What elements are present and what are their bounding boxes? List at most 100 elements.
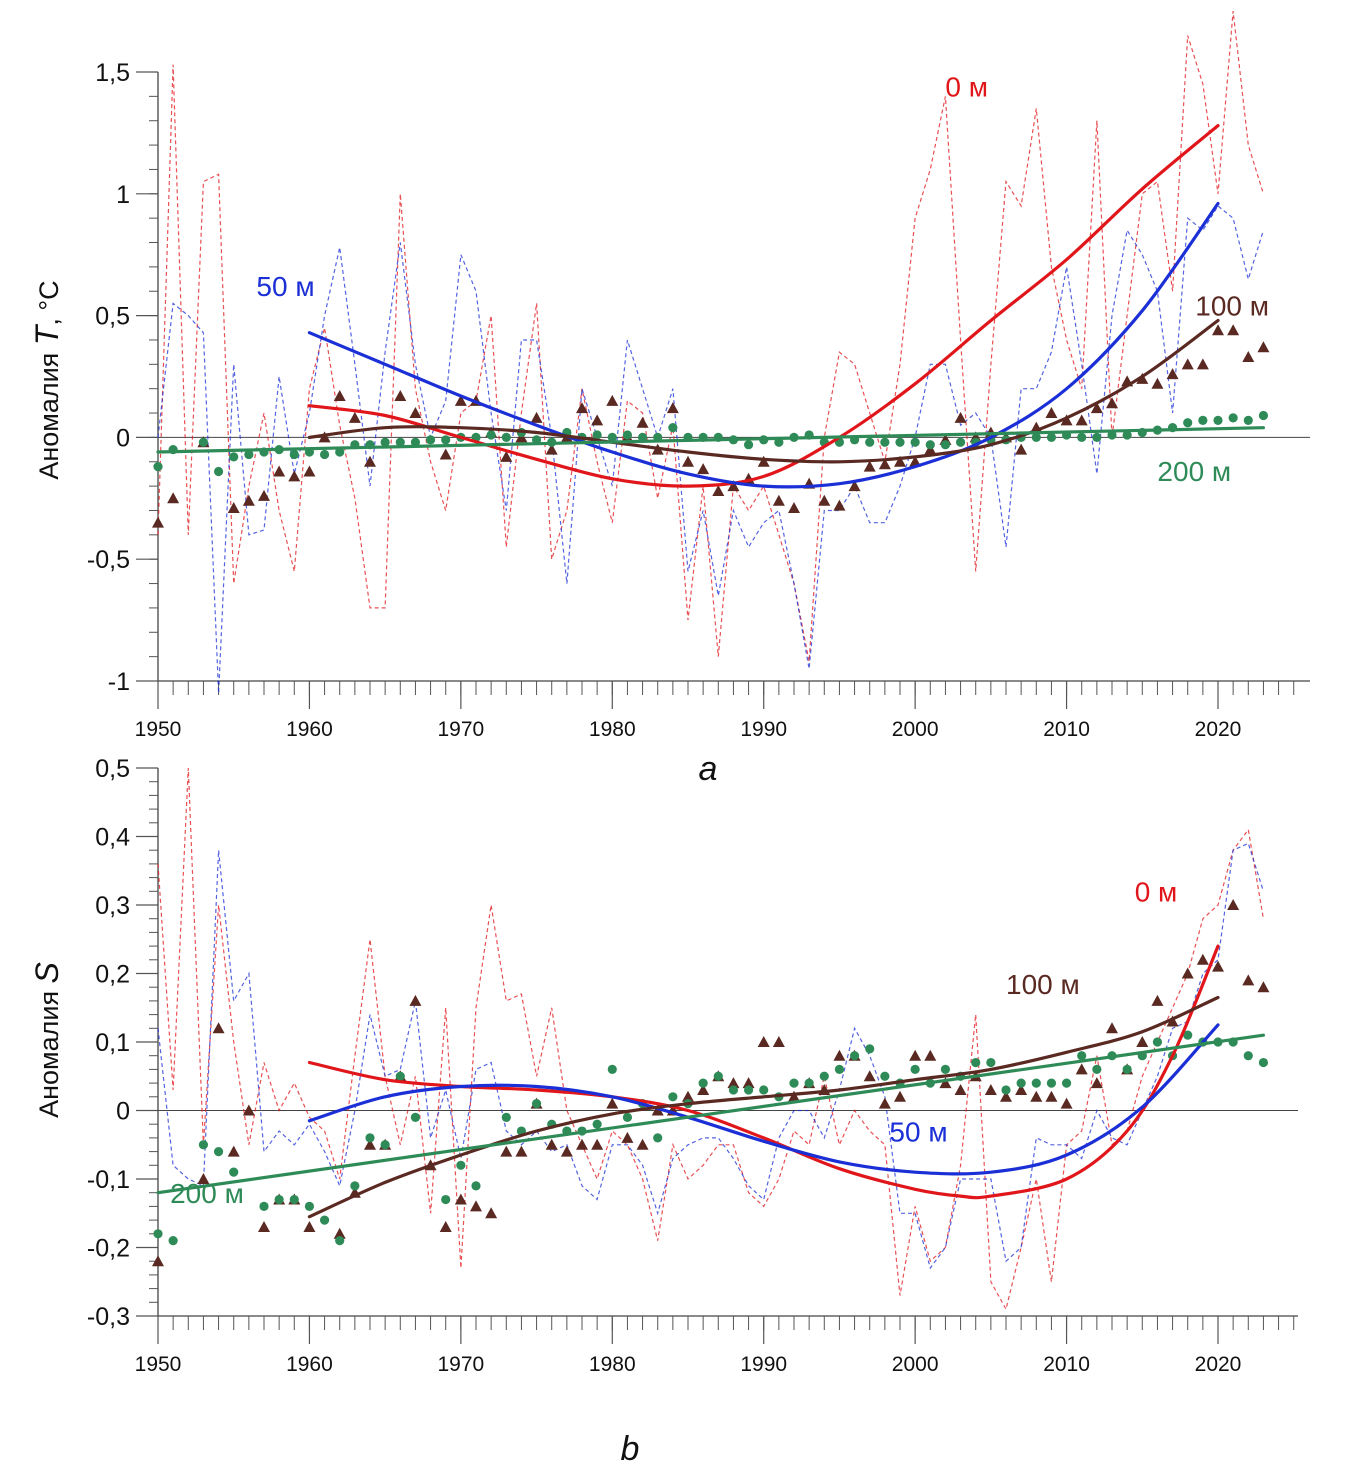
data-point-triangle xyxy=(152,516,164,528)
series-annotation-label: 100 м xyxy=(1195,291,1269,322)
data-point-triangle xyxy=(1090,1077,1103,1089)
data-point-dot xyxy=(865,1044,875,1054)
data-point-triangle xyxy=(1015,1083,1028,1095)
series-50m xyxy=(157,205,1264,694)
series-annotation-label: 0 м xyxy=(945,71,988,102)
data-point-dot xyxy=(668,423,678,433)
series-annotation-label: 200 м xyxy=(1157,456,1231,487)
data-point-triangle xyxy=(1151,377,1164,389)
data-point-dot xyxy=(1061,1078,1072,1088)
trend-curve-50m xyxy=(307,1023,1220,1176)
series-line-50m xyxy=(157,842,1264,1270)
data-point-dot xyxy=(955,437,966,447)
data-point-dot xyxy=(1243,1051,1253,1061)
y-tick-label: 0 xyxy=(116,1098,130,1126)
y-tick-label: 0,5 xyxy=(95,755,130,783)
data-point-triangle xyxy=(1257,981,1270,993)
data-point-dot xyxy=(592,430,602,440)
y-axis-label-variable: S xyxy=(29,962,65,983)
data-point-triangle xyxy=(1106,397,1118,409)
data-point-triangle xyxy=(788,502,800,514)
y-tick-label: 0,2 xyxy=(95,961,130,989)
data-point-triangle xyxy=(712,484,725,496)
panel-a-temperature-chart: -1 -0,5 0 0,5 1 1,5 1950 1960 1970 1980 1990 2000 20… xyxy=(29,11,1310,788)
data-point-dot xyxy=(1258,1057,1269,1068)
data-point-dot xyxy=(425,435,436,445)
x-tick-label: 1960 xyxy=(286,718,333,741)
series-0m xyxy=(157,11,1264,662)
data-point-triangle xyxy=(576,1138,588,1150)
data-point-dot xyxy=(274,1194,284,1205)
data-point-triangle xyxy=(1212,324,1224,336)
data-point-triangle xyxy=(924,1049,937,1061)
data-point-triangle xyxy=(1090,402,1103,414)
data-point-triangle xyxy=(1000,1090,1012,1102)
data-point-triangle xyxy=(848,480,861,492)
data-point-triangle xyxy=(591,1138,604,1150)
data-point-dot xyxy=(1077,1051,1087,1061)
data-point-triangle xyxy=(1227,899,1240,910)
data-point-triangle xyxy=(500,1145,513,1157)
data-point-dot xyxy=(365,1133,375,1143)
data-point-triangle xyxy=(515,1145,528,1157)
series-0m xyxy=(157,767,1264,1311)
y-tick-label: 0,3 xyxy=(95,892,130,920)
data-point-triangle xyxy=(1075,414,1088,426)
data-point-triangle xyxy=(772,1036,785,1047)
trend-curve-100m xyxy=(307,995,1220,1219)
x-tick-label: 2000 xyxy=(892,1353,939,1376)
data-point-triangle xyxy=(167,492,180,504)
data-point-triangle xyxy=(863,1070,876,1082)
data-point-dot xyxy=(380,1140,390,1150)
y-tick-label: 0 xyxy=(116,424,130,452)
y-tick-label: -0,5 xyxy=(87,546,130,574)
y-axis-label: Аномалия S xyxy=(29,962,65,1118)
data-point-dot xyxy=(1046,1078,1057,1088)
data-point-triangle xyxy=(303,465,316,477)
data-point-dot xyxy=(153,1229,163,1239)
data-point-dot xyxy=(153,462,163,472)
data-point-triangle xyxy=(606,1097,619,1109)
panel-b-salinity-chart: -0,3 -0,2 -0,1 0 0,1 0,2 0,3 0,4 0,5 1950 1960 1970… xyxy=(29,755,1298,1468)
data-point-dot xyxy=(880,1071,890,1081)
panel-letter: a xyxy=(699,750,718,788)
data-point-dot xyxy=(1092,1064,1102,1074)
trend-curve-0m xyxy=(307,944,1220,1200)
data-point-dot xyxy=(456,1160,466,1170)
data-point-dot xyxy=(592,1119,602,1129)
data-point-triangle xyxy=(364,455,376,467)
data-point-triangle xyxy=(485,1207,498,1219)
data-point-triangle xyxy=(606,394,619,406)
data-point-dot xyxy=(940,1064,951,1074)
data-point-dot xyxy=(501,1112,511,1122)
data-point-triangle xyxy=(1181,358,1194,370)
data-point-dot xyxy=(971,1057,981,1068)
data-point-triangle xyxy=(273,465,286,477)
data-point-dot xyxy=(1001,1085,1011,1095)
data-point-triangle xyxy=(560,1145,573,1157)
data-point-dot xyxy=(698,1078,708,1088)
data-point-dot xyxy=(395,1071,405,1081)
data-point-dot xyxy=(834,1064,845,1074)
data-point-dot xyxy=(849,1051,860,1061)
data-point-dot xyxy=(1016,1078,1026,1088)
data-point-dot xyxy=(441,1194,451,1205)
data-point-triangle xyxy=(227,502,240,514)
data-point-triangle xyxy=(318,431,331,443)
y-tick-label: 0,4 xyxy=(95,824,130,852)
data-point-triangle xyxy=(818,494,831,506)
y-tick-label: 0,1 xyxy=(95,1029,130,1057)
data-point-triangle xyxy=(742,1077,755,1089)
data-point-dot xyxy=(940,440,951,450)
series-annotation-label: 100 м xyxy=(1006,969,1080,1000)
data-point-triangle xyxy=(1075,1063,1088,1075)
data-point-dot xyxy=(198,1140,209,1150)
data-point-triangle xyxy=(697,463,710,475)
data-point-dot xyxy=(198,437,209,447)
y-tick-label: 0,5 xyxy=(95,303,130,331)
data-point-dot xyxy=(925,440,935,450)
data-point-dot xyxy=(213,466,224,477)
data-point-dot xyxy=(380,437,390,447)
series-annotation-label: 200 м xyxy=(170,1178,244,1209)
data-point-triangle xyxy=(1015,443,1028,455)
